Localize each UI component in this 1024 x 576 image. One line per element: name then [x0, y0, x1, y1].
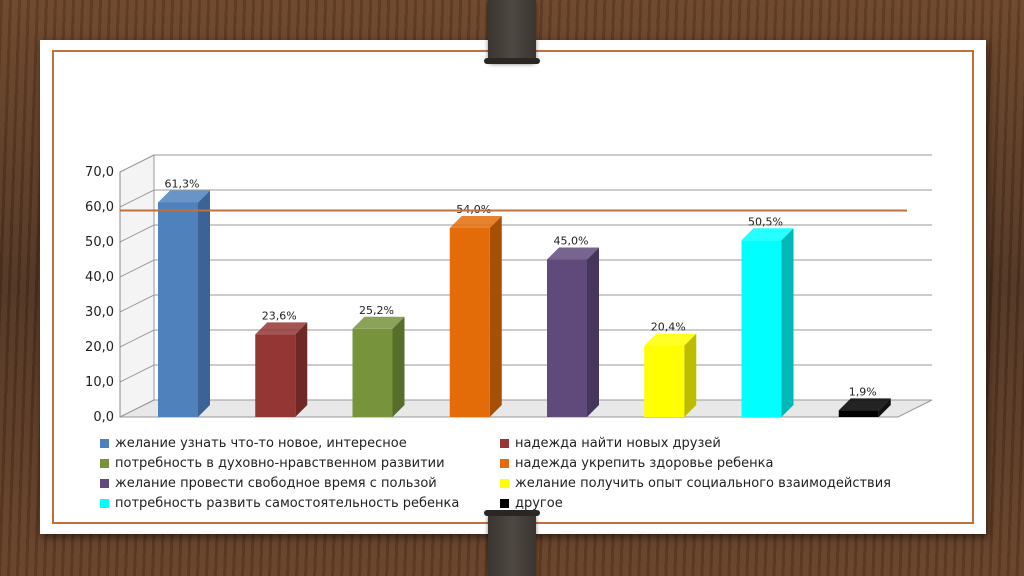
bar	[158, 202, 198, 417]
bar-side	[781, 228, 794, 417]
bar-side	[878, 398, 891, 417]
bar-side	[198, 190, 210, 417]
y-tick-label: 70,0	[85, 165, 114, 180]
bar-top	[838, 398, 891, 411]
legend-item: желание узнать что-то новое, интересное	[100, 436, 500, 451]
data-label: 1,9%	[849, 385, 877, 398]
binder-clip-top	[484, 0, 540, 64]
gridline	[119, 224, 932, 243]
y-tick-label: 60,0	[85, 200, 114, 215]
bar-top	[644, 333, 697, 346]
legend-item: желание провести свободное время с польз…	[100, 476, 500, 491]
data-label: 25,2%	[359, 304, 394, 317]
gridline	[119, 154, 932, 173]
legend-swatch	[500, 459, 509, 468]
bar-top	[255, 322, 308, 335]
legend-item: надежда укрепить здоровье ребенка	[500, 456, 920, 471]
legend-swatch	[100, 439, 109, 448]
legend-label: желание получить опыт социального взаимо…	[515, 476, 891, 491]
bar	[547, 259, 587, 417]
legend-label: потребность развить самостоятельность ре…	[115, 496, 460, 511]
bar	[644, 345, 685, 417]
legend-swatch	[500, 439, 509, 448]
binder-clip-bottom	[484, 510, 540, 576]
gridline	[119, 329, 932, 348]
data-label: 50,5%	[748, 215, 783, 228]
legend-label: потребность в духовно-нравственном разви…	[115, 456, 445, 471]
gridline	[119, 364, 932, 383]
legend-item: потребность развить самостоятельность ре…	[100, 496, 500, 511]
legend-item: другое	[500, 496, 920, 511]
gridline	[119, 294, 932, 313]
bar-top	[741, 228, 794, 241]
bar	[449, 228, 490, 417]
bar-side	[587, 247, 599, 417]
legend-label: другое	[515, 496, 563, 511]
legend-swatch	[100, 459, 109, 468]
legend-label: желание узнать что-то новое, интересное	[115, 436, 407, 451]
chart-legend: желание узнать что-то новое, интересное н…	[100, 436, 940, 511]
y-tick-label: 10,0	[85, 375, 114, 390]
bar	[352, 328, 393, 417]
legend-swatch	[500, 499, 509, 508]
legend-label: надежда найти новых друзей	[515, 436, 721, 451]
data-label: 23,6%	[262, 309, 297, 322]
bar-side	[684, 333, 697, 417]
data-label: 45,0%	[554, 235, 589, 248]
chart-floor	[119, 399, 933, 418]
gridline	[119, 189, 932, 208]
bar-top	[449, 216, 502, 228]
y-tick-label: 0,0	[93, 410, 114, 425]
y-tick-label: 30,0	[85, 305, 114, 320]
legend-swatch	[500, 479, 509, 488]
legend-label: желание провести свободное время с польз…	[115, 476, 437, 491]
gridline	[119, 259, 932, 278]
bar-side	[489, 216, 502, 417]
bar	[255, 334, 296, 417]
side-wall	[119, 154, 155, 418]
data-label: 61,3%	[165, 177, 200, 190]
bar	[838, 410, 879, 417]
data-label: 20,4%	[651, 321, 686, 334]
legend-item: желание получить опыт социального взаимо…	[500, 476, 920, 491]
y-tick-label: 20,0	[85, 340, 114, 355]
bar	[741, 240, 782, 417]
y-tick-label: 50,0	[85, 235, 114, 250]
legend-label: надежда укрепить здоровье ребенка	[515, 456, 774, 471]
bar-top	[547, 247, 599, 260]
bar-side	[295, 322, 308, 417]
bar-top	[352, 316, 405, 329]
legend-item: потребность в духовно-нравственном разви…	[100, 456, 500, 471]
legend-swatch	[100, 479, 109, 488]
y-tick-label: 40,0	[85, 270, 114, 285]
bar-side	[392, 316, 405, 417]
legend-swatch	[100, 499, 109, 508]
bar-top	[158, 190, 210, 203]
legend-item: надежда найти новых друзей	[500, 436, 920, 451]
